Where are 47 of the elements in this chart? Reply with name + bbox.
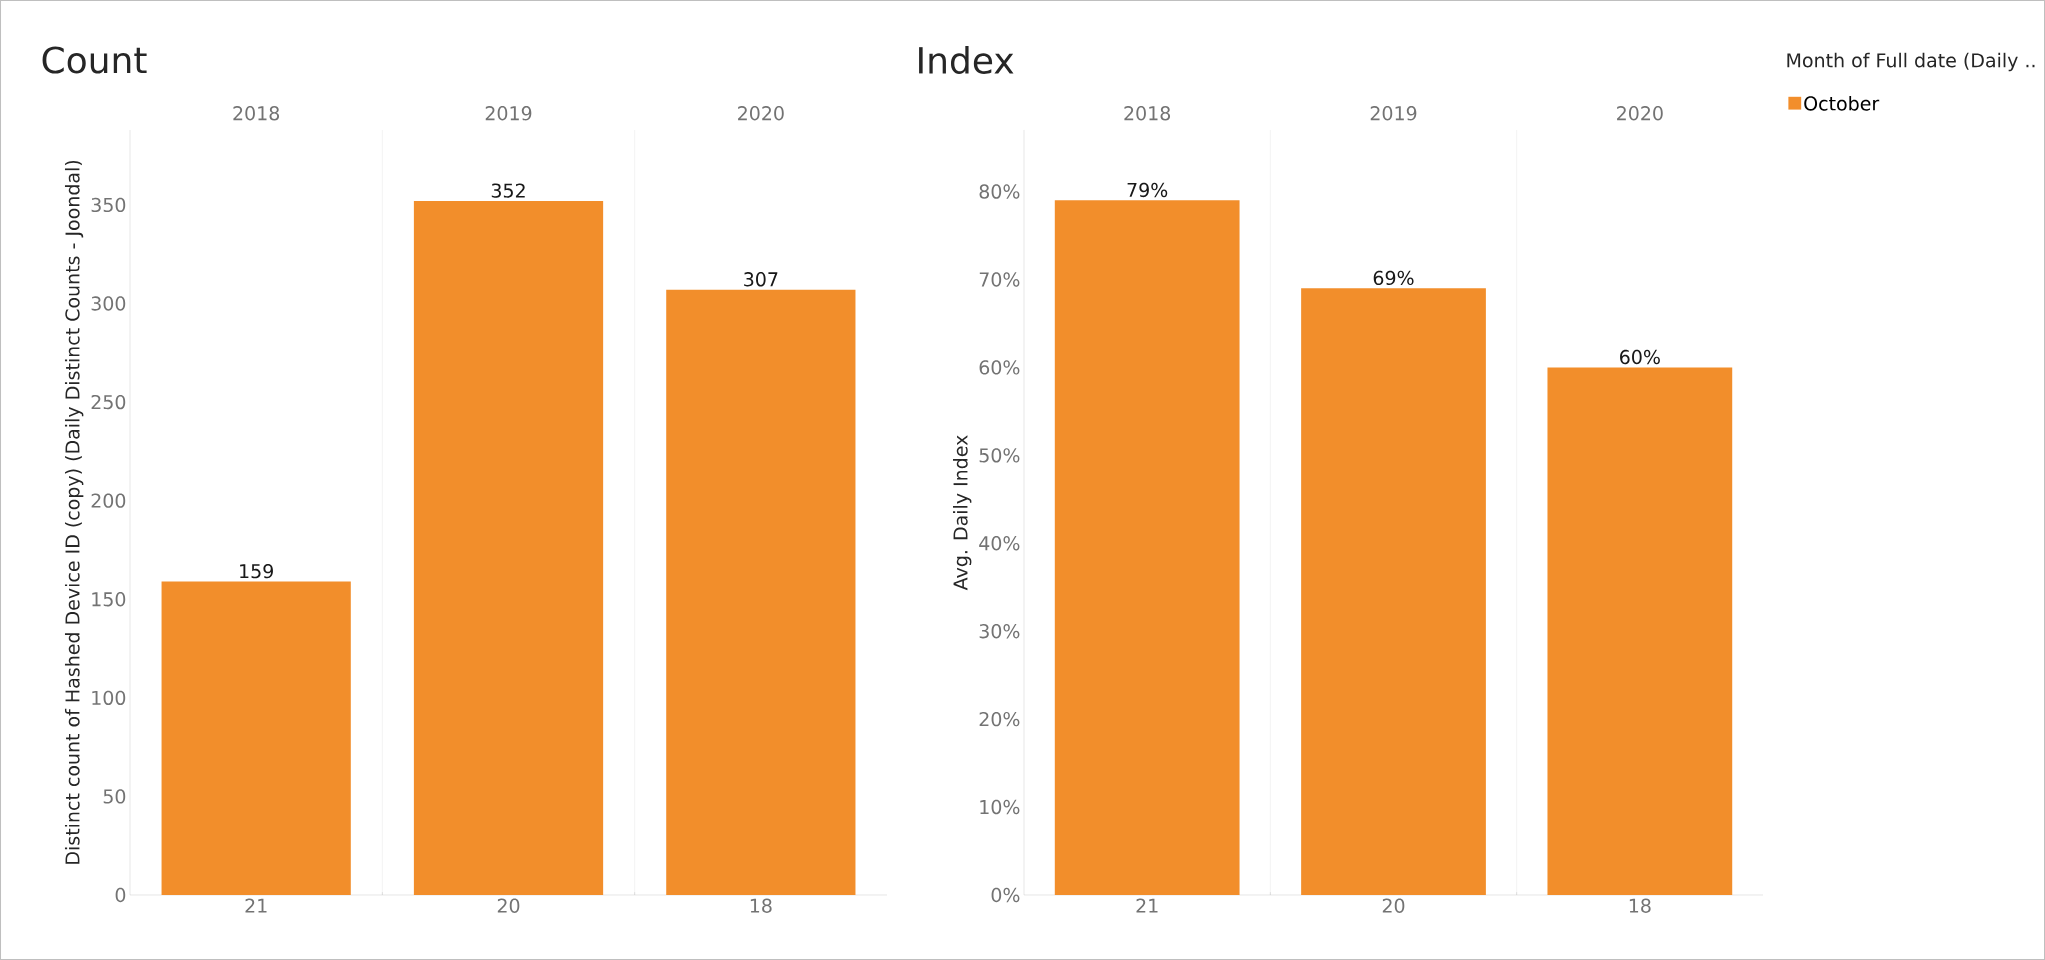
- y-tick-label: 350: [91, 197, 126, 213]
- text: 2018: [1124, 106, 1171, 121]
- text: 2020: [738, 106, 784, 121]
- y-axis-title: Distinct count of Hashed Device ID (copy) (Daily Distinct Counts - Joondal): [64, 160, 84, 864]
- bar: [413, 200, 604, 895]
- text: 2020: [1617, 106, 1663, 121]
- y-axis-title: Avg. Daily Index: [953, 435, 972, 591]
- bar: [1054, 200, 1240, 895]
- y-tick-label: 80%: [979, 184, 1020, 199]
- chart-title: Count: [42, 46, 147, 74]
- bar: [1547, 367, 1733, 895]
- y-tick-label: 50%: [979, 448, 1020, 463]
- bar: [1301, 288, 1486, 895]
- bar: [666, 289, 856, 895]
- y-tick-label: 60%: [979, 360, 1020, 375]
- y-tick-label: 70%: [979, 272, 1020, 287]
- x-tick-label: 18: [1629, 898, 1651, 913]
- x-tick-label: 21: [1136, 898, 1158, 913]
- x-tick-label: 21: [245, 898, 267, 913]
- text: 307: [744, 272, 778, 287]
- y-tick-label: 150: [92, 592, 126, 607]
- x-tick-label: 20: [497, 898, 520, 913]
- text: 69%: [1373, 270, 1414, 286]
- y-tick-label: 250: [91, 394, 126, 410]
- y-tick-label: 0%: [991, 887, 1020, 903]
- text: 2019: [485, 106, 532, 121]
- y-tick-label: 300: [91, 296, 126, 311]
- text: 352: [491, 183, 525, 198]
- y-tick-label: 200: [91, 493, 126, 508]
- x-tick-label: 18: [750, 898, 772, 913]
- y-tick-label: 0: [115, 887, 126, 903]
- text: 60%: [1620, 349, 1660, 365]
- text: 2019: [1370, 106, 1417, 121]
- text: 2018: [233, 106, 280, 121]
- text: 79%: [1127, 182, 1168, 198]
- chart-title: Index: [919, 46, 1014, 74]
- y-tick-label: 20%: [979, 711, 1020, 727]
- y-tick-label: 100: [92, 690, 126, 705]
- bar: [161, 581, 351, 895]
- text: 159: [240, 563, 273, 579]
- y-tick-label: 10%: [980, 799, 1020, 815]
- y-tick-label: 30%: [979, 624, 1020, 639]
- y-tick-label: 50: [103, 789, 126, 804]
- legend-title: Month of Full date (Daily ..: [1787, 52, 2035, 72]
- y-tick-label: 40%: [979, 536, 1020, 551]
- legend-label: October: [1804, 95, 1880, 111]
- x-tick-label: 20: [1382, 898, 1405, 913]
